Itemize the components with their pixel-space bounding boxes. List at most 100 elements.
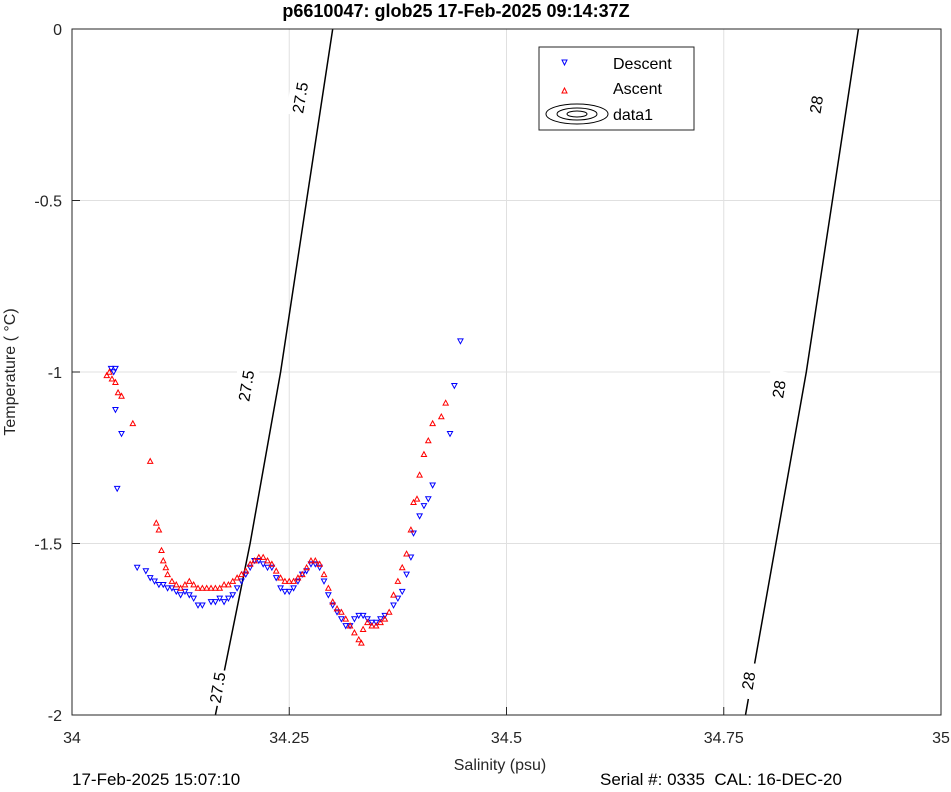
ascent-point — [190, 581, 198, 588]
ascent-point — [198, 584, 206, 591]
descent-point — [403, 571, 411, 579]
ascent-point — [324, 584, 332, 591]
descent-point — [429, 482, 437, 489]
ascent-point — [203, 584, 211, 591]
ascent-point — [105, 368, 113, 375]
ascent-point — [346, 622, 354, 629]
y-tick-label: 0 — [53, 22, 62, 39]
ascent-point — [298, 570, 306, 578]
ascent-point — [377, 618, 384, 626]
descent-point — [377, 616, 384, 623]
descent-point — [224, 595, 232, 603]
legend-ascent-label: Ascent — [613, 81, 662, 98]
descent-point — [355, 612, 363, 620]
descent-point — [350, 616, 358, 623]
legend-contour-icon — [545, 103, 609, 125]
descent-point — [416, 513, 424, 520]
descent-point — [177, 592, 185, 599]
ascent-point — [185, 577, 193, 584]
descent-point — [216, 595, 224, 603]
ascent-point — [233, 574, 241, 581]
descent-point — [333, 609, 341, 616]
descent-point — [107, 365, 115, 373]
grid — [72, 29, 941, 715]
descent-point — [181, 588, 189, 596]
descent-point — [142, 568, 150, 575]
descent-point — [372, 619, 380, 627]
ascent-point — [268, 560, 276, 567]
y-axis-label: Temperature ( °C) — [2, 308, 19, 435]
descent-point — [207, 599, 215, 606]
ascent-point — [118, 392, 125, 399]
descent-point — [110, 369, 118, 376]
ascent-point — [216, 584, 224, 591]
descent-point — [264, 564, 271, 572]
descent-point — [198, 602, 206, 609]
descent-point — [133, 564, 141, 572]
descent-point — [337, 616, 345, 623]
ascent-point — [316, 560, 324, 567]
footer-timestamp: 17-Feb-2025 15:07:10 — [72, 770, 241, 789]
descent-point — [285, 588, 293, 596]
ascent-point — [407, 526, 415, 533]
ascent-point — [168, 577, 176, 584]
descent-point — [172, 588, 180, 596]
ascent-point — [281, 577, 289, 584]
ascent-point — [398, 563, 406, 571]
descent-point — [316, 564, 324, 572]
ascent-point — [285, 577, 293, 584]
ascent-point — [238, 570, 245, 578]
ascent-point — [152, 519, 160, 526]
descent-point — [446, 431, 454, 438]
descent-point — [229, 592, 237, 599]
descent-point — [311, 561, 319, 568]
contour-line-28 — [744, 28, 860, 716]
ascent-point — [159, 557, 167, 564]
descent-point — [164, 585, 172, 592]
descent-point — [420, 503, 428, 510]
ascent-point — [103, 371, 111, 379]
contour-label: 28 — [770, 379, 790, 399]
descent-point — [211, 599, 219, 606]
descent-point — [272, 575, 280, 582]
ascent-point — [381, 615, 389, 622]
descent-point — [294, 578, 302, 585]
contour-label-bg — [231, 366, 260, 406]
ascent-point — [112, 378, 119, 385]
descent-point — [185, 592, 193, 599]
ascent-point — [155, 526, 163, 533]
ascent-point — [211, 584, 219, 591]
ascent-point — [129, 419, 137, 427]
ascent-point — [290, 577, 298, 584]
contour-line-27.5 — [214, 28, 334, 716]
descent-point — [329, 602, 337, 609]
ascent-point — [307, 557, 315, 564]
ascent-point — [277, 574, 284, 581]
ascent-point — [357, 639, 365, 646]
descent-point — [394, 595, 402, 603]
descent-point — [368, 619, 376, 627]
legend-descent-label: Descent — [613, 56, 672, 73]
ascent-point — [158, 546, 165, 554]
descent-point — [118, 431, 125, 438]
descent-point — [277, 585, 284, 592]
descent-point — [112, 407, 119, 414]
x-axis-label: Salinity (psu) — [454, 757, 546, 774]
ascent-point — [264, 557, 271, 564]
contour-label-bg — [285, 78, 314, 118]
ascent-point — [224, 581, 232, 588]
ascent-point — [403, 550, 411, 557]
descent-point — [112, 365, 119, 373]
descent-point — [364, 616, 371, 623]
ascent-point — [229, 577, 237, 584]
ascent-point — [259, 553, 267, 560]
ascent-point — [385, 608, 393, 615]
y-axis-ticks: -2 -1.5 -1 -0.5 0 — [34, 22, 80, 725]
x-tick-label: 34.5 — [491, 730, 522, 747]
descent-point — [255, 557, 263, 565]
x-axis-ticks: 34 34.25 34.5 34.75 35 — [63, 707, 950, 747]
descent-point — [324, 592, 332, 599]
descent-point — [281, 588, 289, 596]
ascent-point — [303, 563, 311, 571]
